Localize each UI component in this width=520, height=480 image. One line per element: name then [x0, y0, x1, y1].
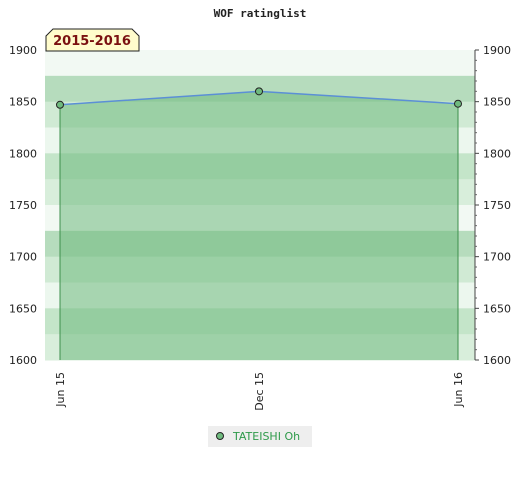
y-tick-label-right: 1850 — [483, 96, 511, 109]
y-tick-label-left: 1850 — [9, 96, 37, 109]
y-tick-label-right: 1750 — [483, 199, 511, 212]
y-axis-left: 1600 1650 1700 1750 1800 1850 1900 — [9, 44, 37, 367]
y-tick-label-left: 1600 — [9, 354, 37, 367]
y-tick-label-right: 1900 — [483, 44, 511, 57]
area-layer — [56, 87, 462, 360]
x-tick-label: Jun 15 — [54, 372, 67, 408]
y-tick-label-left: 1800 — [9, 147, 37, 160]
x-axis: Jun 15 Dec 15 Jun 16 — [54, 372, 465, 411]
legend-box — [208, 426, 312, 447]
y-tick-label-left: 1700 — [9, 251, 37, 264]
y-tick-label-right: 1650 — [483, 302, 511, 315]
y-tick-label-left: 1650 — [9, 302, 37, 315]
legend-marker-tateishi-oh — [216, 432, 224, 440]
y-tick-label-left: 1750 — [9, 199, 37, 212]
y-tick-label-left: 1900 — [9, 44, 37, 57]
background-band — [45, 50, 475, 77]
legend[interactable]: TATEISHI Oh — [208, 426, 312, 447]
period-badge: 2015-2016 — [45, 28, 140, 52]
series-area-tateishi-oh — [60, 91, 458, 360]
data-point[interactable] — [255, 87, 263, 96]
data-point[interactable] — [454, 99, 462, 108]
chart-title: WOF ratinglist — [214, 7, 307, 20]
y-axis-right: 1600 1650 1700 1750 1800 1850 1900 — [474, 44, 511, 367]
x-tick-label: Dec 15 — [253, 372, 266, 411]
y-tick-label-right: 1700 — [483, 251, 511, 264]
period-badge-shape — [45, 28, 140, 52]
data-point[interactable] — [56, 100, 64, 109]
y-tick-label-right: 1800 — [483, 147, 511, 160]
y-tick-label-right: 1600 — [483, 354, 511, 367]
period-badge-label: 2015-2016 — [53, 34, 131, 49]
legend-label-tateishi-oh: TATEISHI Oh — [232, 430, 300, 443]
x-tick-label: Jun 16 — [452, 372, 465, 408]
